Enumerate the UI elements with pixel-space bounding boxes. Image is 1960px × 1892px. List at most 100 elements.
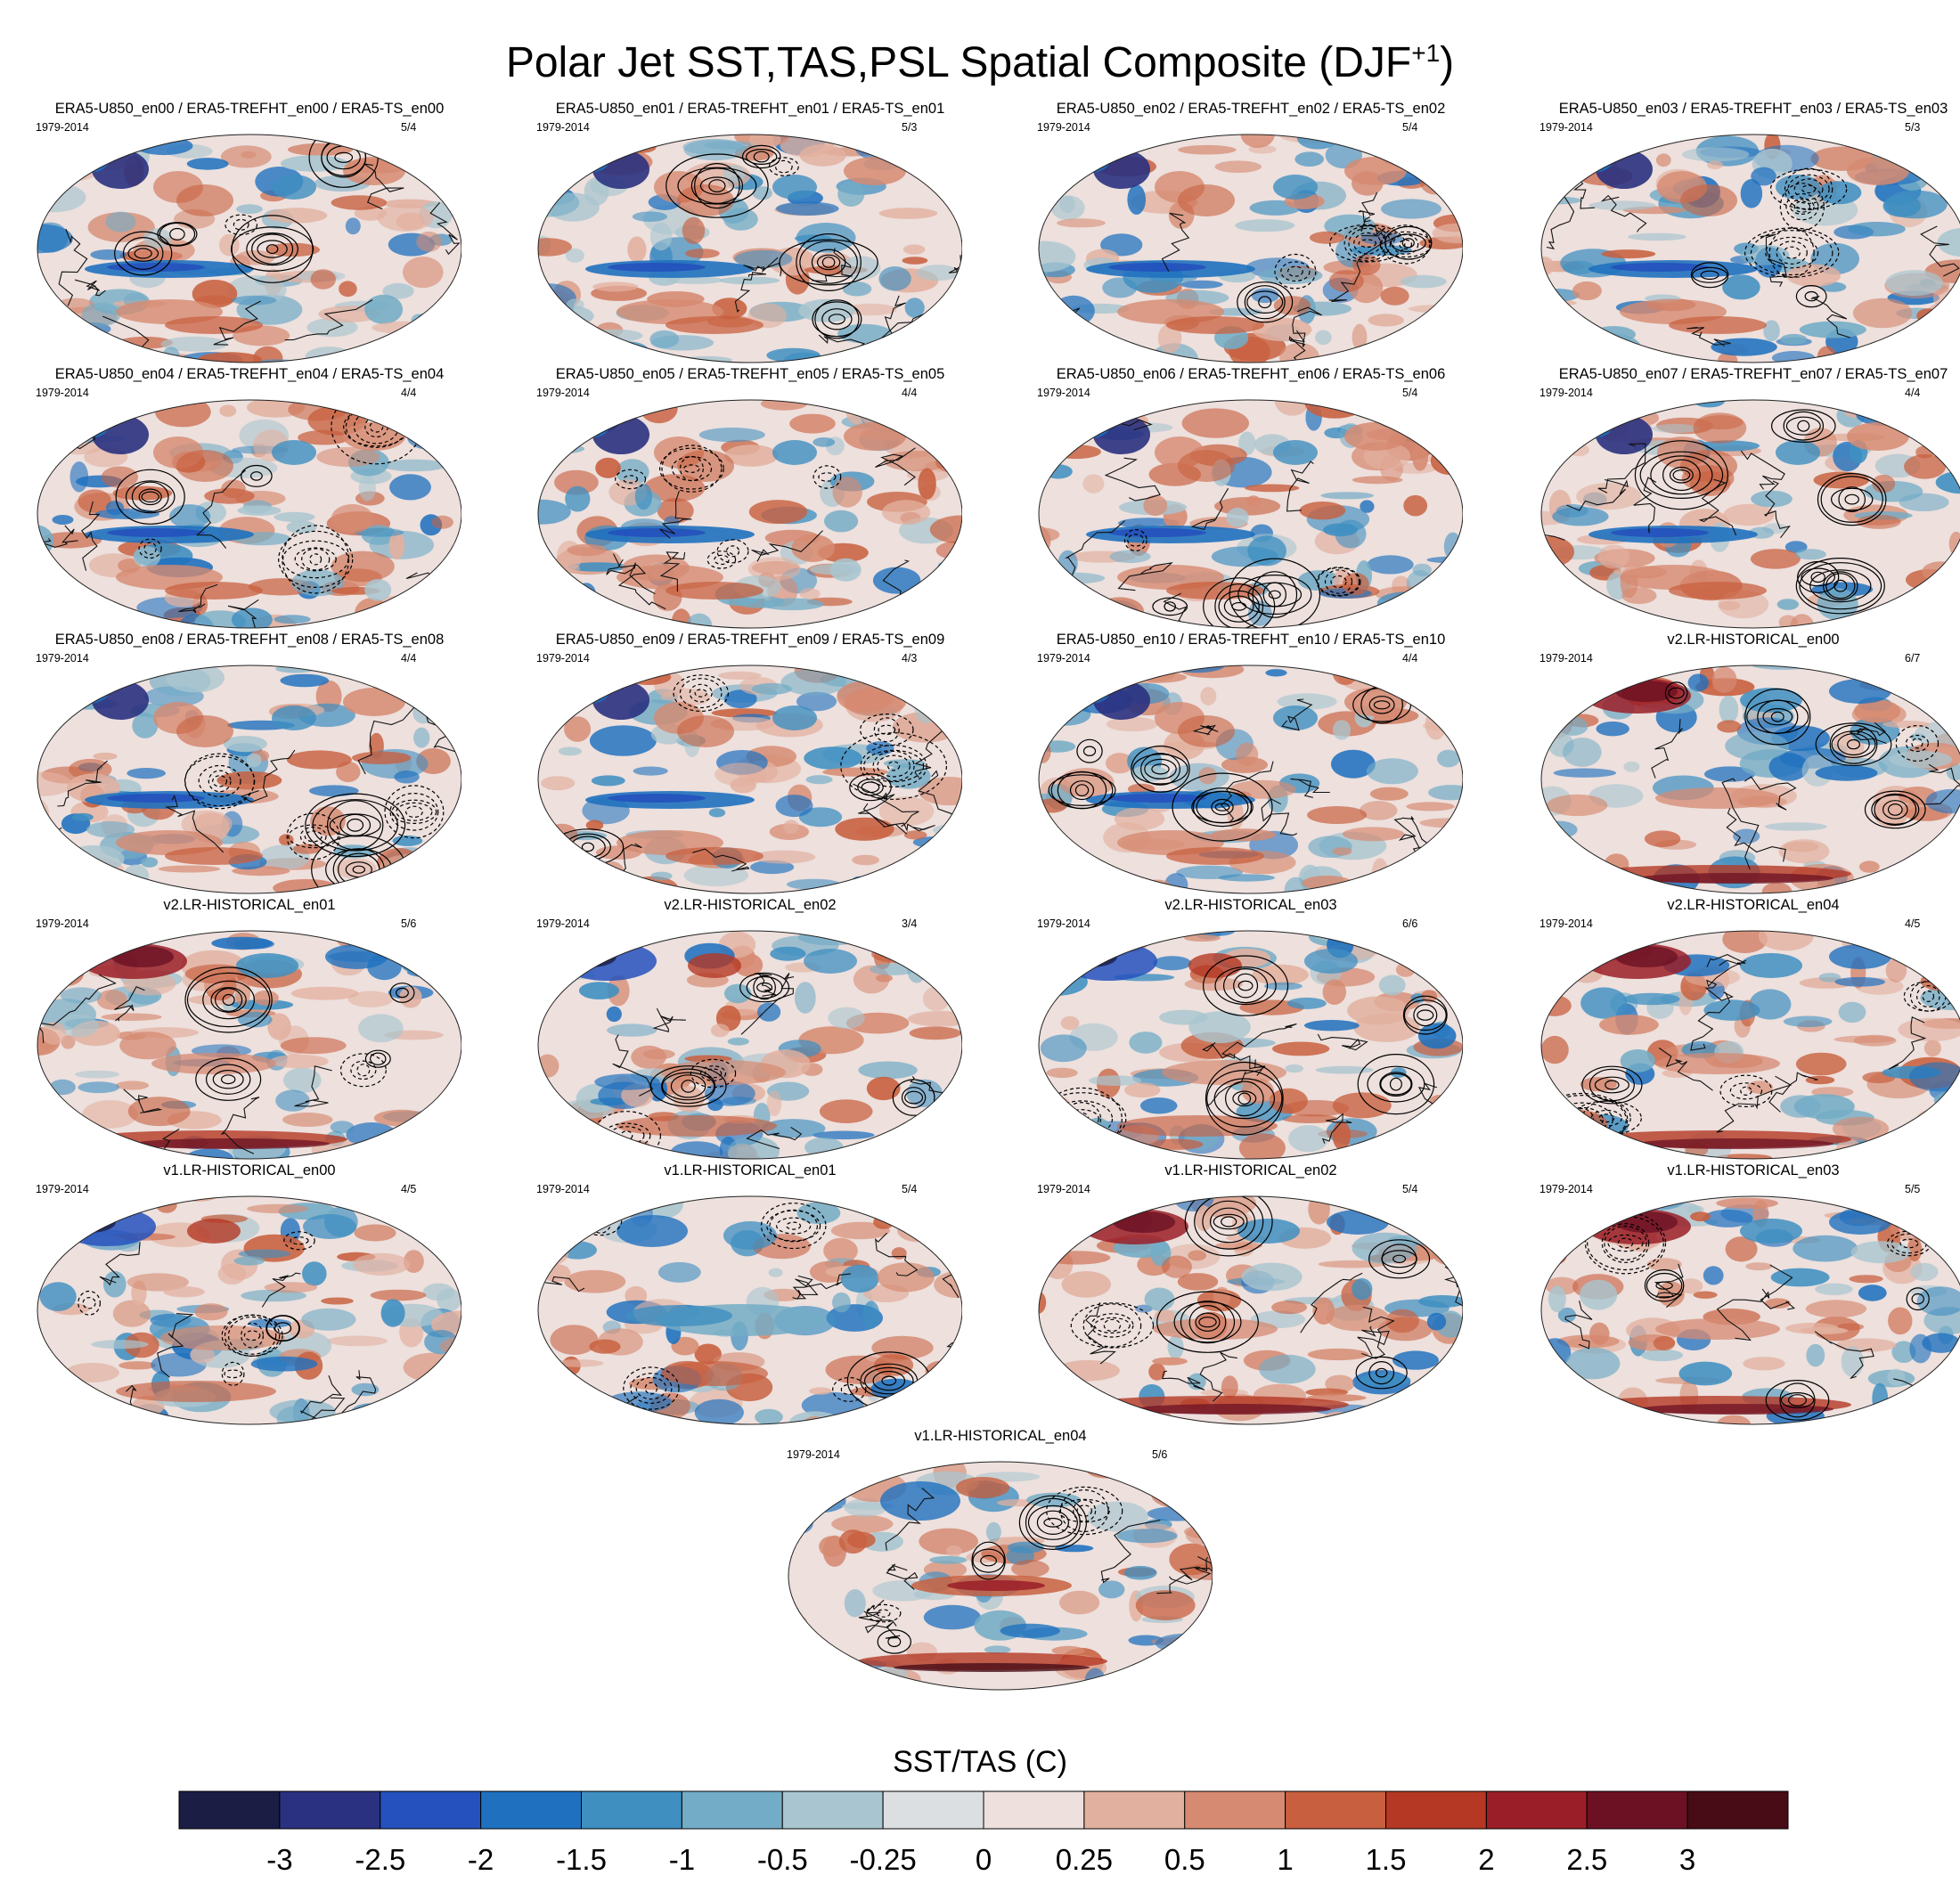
map-panel: ERA5-U850_en08 / ERA5-TREFHT_en08 / ERA5… <box>0 631 499 896</box>
panel-title: ERA5-U850_en02 / ERA5-TREFHT_en02 / ERA5… <box>1056 101 1446 117</box>
panel-period: 1979-2014 <box>1539 387 1593 399</box>
colorbar-tick-label: -1 <box>668 1843 696 1876</box>
map-panel: ERA5-U850_en07 / ERA5-TREFHT_en07 / ERA5… <box>1504 365 1960 631</box>
panel-count: 5/4 <box>1402 387 1418 399</box>
map-panel: v1.LR-HISTORICAL_en03 1979-2014 5/5 <box>1504 1162 1960 1427</box>
panel-map <box>37 1195 461 1425</box>
panel-title: v1.LR-HISTORICAL_en00 <box>163 1162 336 1178</box>
colorbar-tick-label: -1.5 <box>556 1843 607 1876</box>
panel-count: 5/4 <box>401 121 417 134</box>
panel-period: 1979-2014 <box>36 917 89 930</box>
panel-period: 1979-2014 <box>536 917 590 930</box>
panel-title: v1.LR-HISTORICAL_en02 <box>1164 1162 1337 1178</box>
panel-map <box>1540 1195 1960 1425</box>
map-panel: v1.LR-HISTORICAL_en00 1979-2014 4/5 <box>0 1162 499 1427</box>
panel-map <box>1540 399 1960 629</box>
panel-count: 5/6 <box>401 917 417 930</box>
colorbar-label: SST/TAS (C) <box>893 1745 1067 1779</box>
map-panel: ERA5-U850_en10 / ERA5-TREFHT_en10 / ERA5… <box>1001 631 1500 896</box>
map-panel: ERA5-U850_en03 / ERA5-TREFHT_en03 / ERA5… <box>1504 100 1960 365</box>
panel-count: 4/4 <box>902 387 918 399</box>
panel-map <box>1038 1195 1463 1425</box>
panel-count: 4/3 <box>902 652 918 665</box>
panel-period: 1979-2014 <box>536 1183 590 1195</box>
panel-period: 1979-2014 <box>1539 652 1593 665</box>
panel-title: ERA5-U850_en01 / ERA5-TREFHT_en01 / ERA5… <box>555 101 945 117</box>
panel-count: 6/7 <box>1905 652 1921 665</box>
panel-period: 1979-2014 <box>1539 917 1593 930</box>
panel-map <box>1540 134 1960 363</box>
panel-map <box>788 1461 1213 1691</box>
colorbar-box <box>1485 1790 1588 1830</box>
panel-title: ERA5-U850_en06 / ERA5-TREFHT_en06 / ERA5… <box>1056 366 1446 382</box>
panel-map <box>537 665 962 894</box>
panel-period: 1979-2014 <box>536 652 590 665</box>
colorbar-box <box>480 1790 583 1830</box>
panel-map <box>537 1195 962 1425</box>
panel-count: 4/4 <box>1905 387 1921 399</box>
panel-title: v2.LR-HISTORICAL_en03 <box>1164 897 1337 913</box>
panel-count: 5/3 <box>1905 121 1921 134</box>
colorbar-tick-label: 0 <box>975 1843 992 1876</box>
panel-title: v1.LR-HISTORICAL_en04 <box>914 1428 1087 1444</box>
panel-period: 1979-2014 <box>1037 1183 1090 1195</box>
map-panel: v2.LR-HISTORICAL_en01 1979-2014 5/6 <box>0 896 499 1162</box>
panel-map <box>537 134 962 363</box>
map-panel: v2.LR-HISTORICAL_en00 1979-2014 6/7 <box>1504 631 1960 896</box>
panel-period: 1979-2014 <box>1037 652 1090 665</box>
map-panel: v2.LR-HISTORICAL_en04 1979-2014 4/5 <box>1504 896 1960 1162</box>
panel-count: 4/4 <box>401 652 417 665</box>
map-panel: v1.LR-HISTORICAL_en01 1979-2014 5/4 <box>501 1162 1000 1427</box>
panel-map <box>1540 665 1960 894</box>
colorbar-tick-label: 1 <box>1277 1843 1294 1876</box>
panel-title: ERA5-U850_en10 / ERA5-TREFHT_en10 / ERA5… <box>1056 632 1446 648</box>
panel-map <box>537 930 962 1160</box>
panel-period: 1979-2014 <box>1037 387 1090 399</box>
panel-period: 1979-2014 <box>1539 1183 1593 1195</box>
panel-title: v2.LR-HISTORICAL_en02 <box>664 897 837 913</box>
panel-title: ERA5-U850_en08 / ERA5-TREFHT_en08 / ERA5… <box>54 632 445 648</box>
colorbar-tick-label: 2 <box>1478 1843 1495 1876</box>
colorbar-box <box>983 1790 1085 1830</box>
panel-count: 5/4 <box>902 1183 918 1195</box>
panel-title: ERA5-U850_en04 / ERA5-TREFHT_en04 / ERA5… <box>54 366 445 382</box>
panel-period: 1979-2014 <box>1037 121 1090 134</box>
map-panel: v2.LR-HISTORICAL_en03 1979-2014 6/6 <box>1001 896 1500 1162</box>
map-panel: ERA5-U850_en00 / ERA5-TREFHT_en00 / ERA5… <box>0 100 499 365</box>
panel-title: ERA5-U850_en09 / ERA5-TREFHT_en09 / ERA5… <box>555 632 945 648</box>
map-panel: v1.LR-HISTORICAL_en02 1979-2014 5/4 <box>1001 1162 1500 1427</box>
panel-period: 1979-2014 <box>536 387 590 399</box>
map-panel: ERA5-U850_en02 / ERA5-TREFHT_en02 / ERA5… <box>1001 100 1500 365</box>
map-panel: ERA5-U850_en06 / ERA5-TREFHT_en06 / ERA5… <box>1001 365 1500 631</box>
colorbar-box <box>1083 1790 1186 1830</box>
panel-title: v2.LR-HISTORICAL_en00 <box>1667 632 1840 648</box>
panel-count: 5/3 <box>902 121 918 134</box>
colorbar-box <box>1385 1790 1487 1830</box>
colorbar-box <box>1586 1790 1688 1830</box>
map-panel: ERA5-U850_en05 / ERA5-TREFHT_en05 / ERA5… <box>501 365 1000 631</box>
panel-period: 1979-2014 <box>36 387 89 399</box>
colorbar-tick-label: 0.25 <box>1055 1843 1113 1876</box>
colorbar-box <box>781 1790 884 1830</box>
panel-map <box>37 930 461 1160</box>
colorbar-box <box>178 1790 281 1830</box>
panel-title: v1.LR-HISTORICAL_en01 <box>664 1162 837 1178</box>
panel-period: 1979-2014 <box>1037 917 1090 930</box>
panel-period: 1979-2014 <box>36 121 89 134</box>
colorbar-tick-label: -0.5 <box>756 1843 808 1876</box>
colorbar-tick-label: 2.5 <box>1566 1843 1608 1876</box>
colorbar-box <box>1285 1790 1387 1830</box>
panel-map <box>37 134 461 363</box>
map-panel: ERA5-U850_en01 / ERA5-TREFHT_en01 / ERA5… <box>501 100 1000 365</box>
panel-title: ERA5-U850_en07 / ERA5-TREFHT_en07 / ERA5… <box>1558 366 1948 382</box>
panel-title: ERA5-U850_en05 / ERA5-TREFHT_en05 / ERA5… <box>555 366 945 382</box>
panel-map <box>1038 399 1463 629</box>
panel-title: v1.LR-HISTORICAL_en03 <box>1667 1162 1840 1178</box>
panel-period: 1979-2014 <box>536 121 590 134</box>
panel-title: v2.LR-HISTORICAL_en01 <box>163 897 336 913</box>
colorbar-tick-label: -2.5 <box>355 1843 406 1876</box>
panel-map <box>537 399 962 629</box>
panel-map <box>1540 930 1960 1160</box>
panel-count: 5/6 <box>1152 1448 1168 1461</box>
map-panel: ERA5-U850_en09 / ERA5-TREFHT_en09 / ERA5… <box>501 631 1000 896</box>
